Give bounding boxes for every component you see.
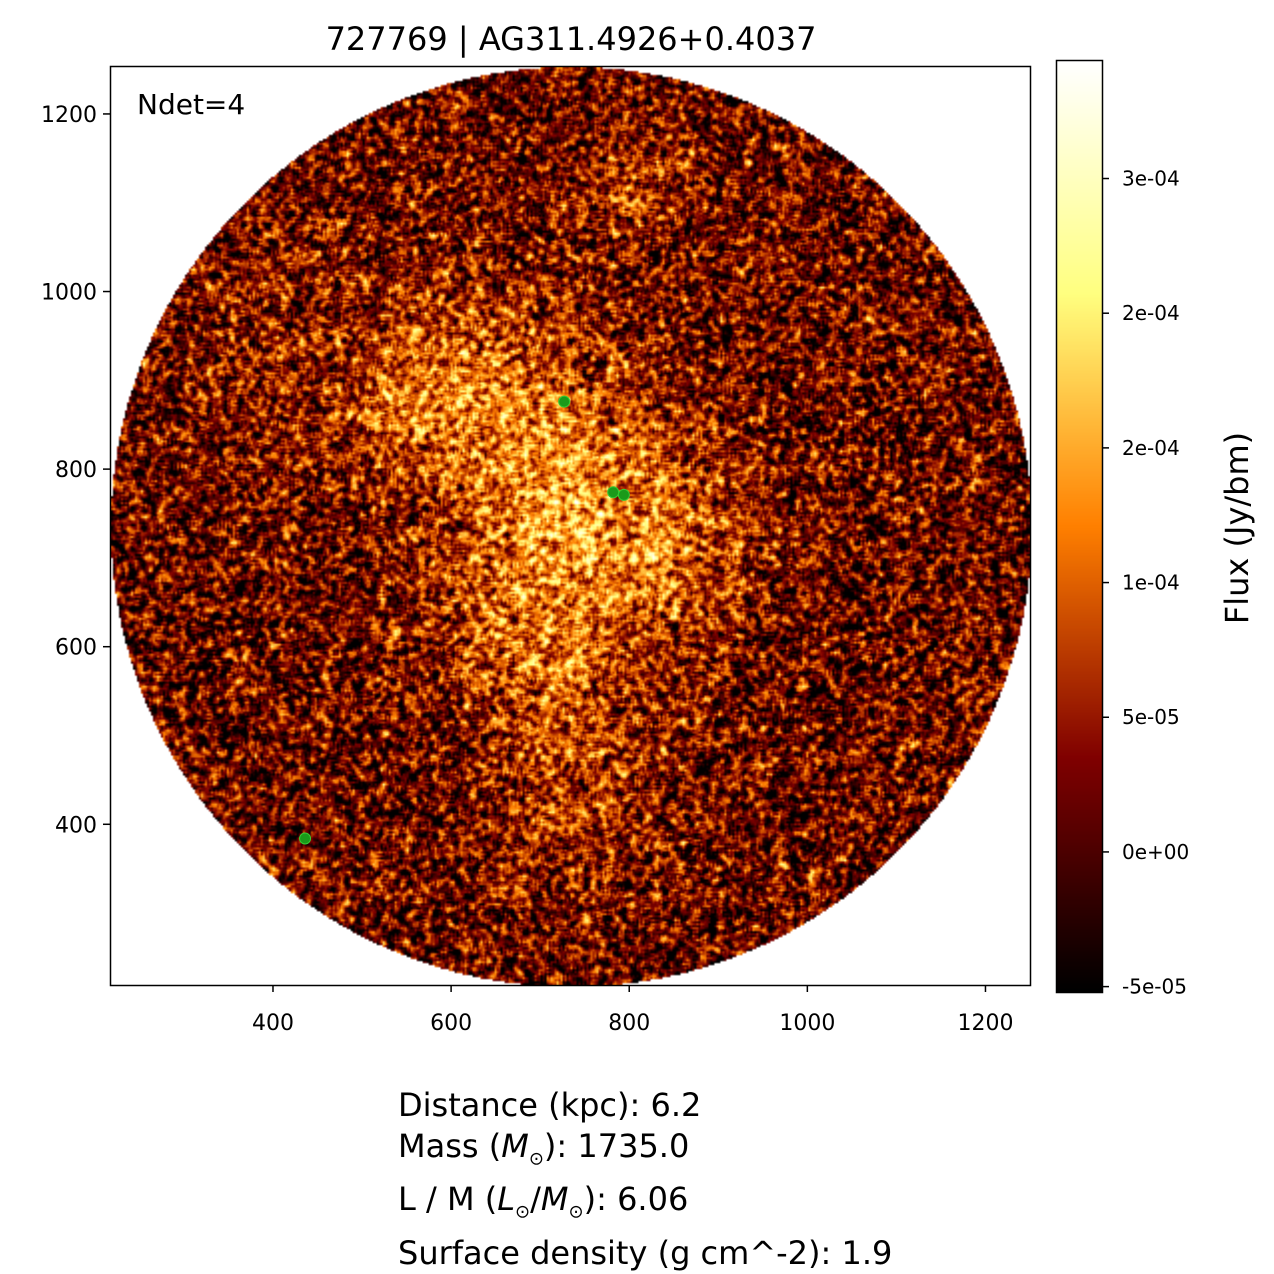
detections [299, 395, 630, 845]
colorbar-frame [1055, 59, 1104, 994]
x-tick-label: 600 [430, 1011, 472, 1036]
detection-marker [607, 486, 620, 499]
flux-image [111, 67, 1030, 985]
colorbar-tick-label: 1e-04 [1122, 571, 1180, 595]
y-tick-label: 1000 [41, 281, 97, 306]
source-info: Distance (kpc): 6.2 Mass (M⊙): 1735.0 L … [398, 1085, 892, 1274]
lm-text: L / M (L⊙/M⊙): 6.06 [398, 1180, 689, 1223]
ndet-label: Ndet=4 [137, 88, 245, 121]
colorbar-gradient [1057, 61, 1102, 992]
colorbar-ticks: 3e-04 2e-04 2e-04 1e-04 5e-05 0e+00 -5e-05 [1102, 167, 1189, 999]
colorbar-tick-label: -5e-05 [1122, 975, 1187, 999]
x-tick-label: 1000 [779, 1011, 835, 1036]
y-tick-label: 1200 [41, 103, 97, 128]
chart-title: 727769 | AG311.4926+0.4037 [326, 20, 817, 58]
y-tick-label: 800 [55, 458, 97, 483]
mass-text: Mass (M⊙): 1735.0 [398, 1127, 690, 1170]
colorbar-tick-label: 3e-04 [1122, 167, 1180, 191]
colorbar-tick-label: 5e-05 [1122, 705, 1180, 729]
detection-marker [558, 395, 571, 408]
detection-marker [299, 832, 312, 845]
x-tick-label: 400 [252, 1011, 294, 1036]
axes-frame [109, 65, 1032, 987]
x-axis: 400 600 800 1000 1200 [252, 985, 1013, 1036]
distance-text: Distance (kpc): 6.2 [398, 1086, 702, 1124]
y-tick-label: 400 [55, 813, 97, 838]
x-tick-label: 1200 [957, 1011, 1013, 1036]
colorbar-tick-label: 2e-04 [1122, 436, 1180, 460]
surface-density-text: Surface density (g cm^-2): 1.9 [398, 1233, 893, 1272]
y-axis: 400 600 800 1000 1200 [41, 103, 110, 838]
y-tick-label: 600 [55, 636, 97, 661]
x-tick-label: 800 [608, 1011, 650, 1036]
detection-marker [617, 488, 630, 501]
colorbar-label: Flux (Jy/bm) [1218, 432, 1256, 624]
colorbar-tick-label: 2e-04 [1122, 301, 1180, 325]
colorbar-tick-label: 0e+00 [1122, 840, 1189, 864]
